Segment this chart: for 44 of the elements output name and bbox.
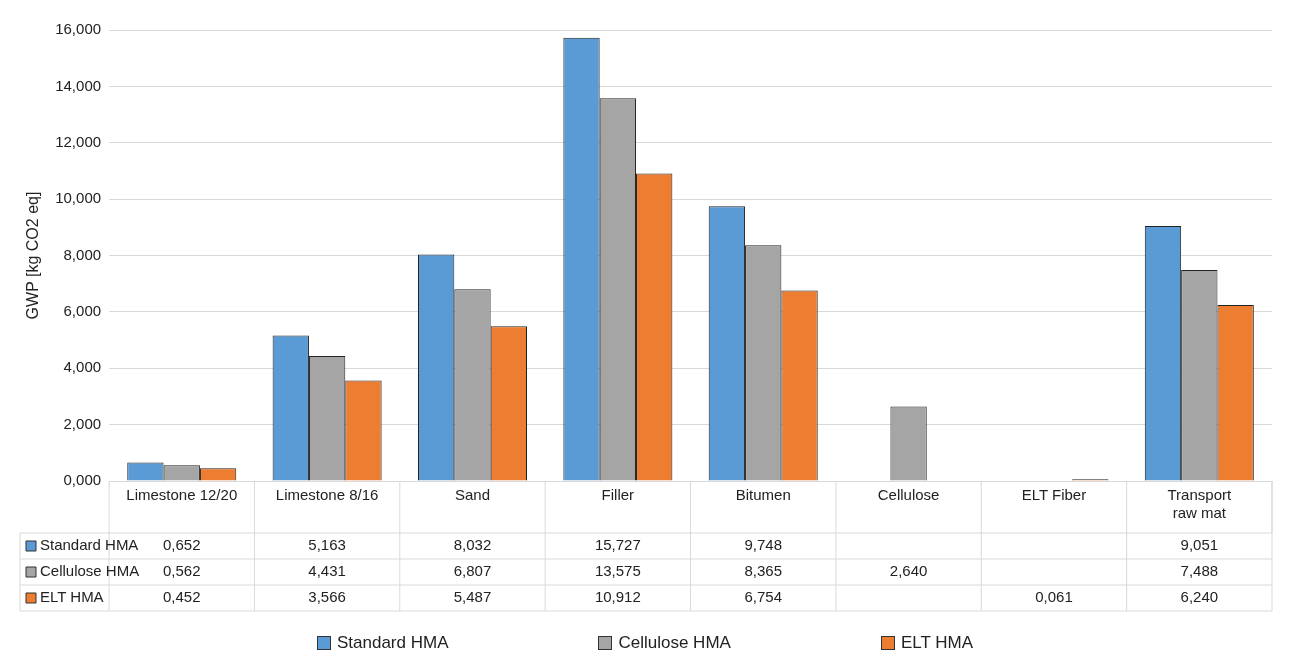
data-label: 9,051	[1180, 536, 1219, 554]
text: Cellulose HMA	[618, 633, 731, 652]
x-tick-label: Limestone 8/16	[275, 486, 379, 504]
data-label: 6,240	[1180, 588, 1219, 606]
x-tick-label: ELT Fiber	[1021, 486, 1087, 504]
data-label: 0,562	[162, 562, 201, 580]
text: ELT HMA	[900, 633, 974, 652]
data-label: 6,807	[453, 562, 492, 580]
legend-label: Cellulose HMA	[40, 562, 140, 580]
data-label: 8,032	[453, 536, 492, 554]
x-tick-label: Bitumen	[735, 486, 791, 504]
y-tick-label: 0,000	[63, 471, 102, 489]
y-tick-label: 14,000	[55, 76, 102, 94]
x-tick-label: Filler	[601, 486, 635, 504]
y-tick-label: 6,000	[63, 302, 102, 320]
data-label: 13,575	[594, 562, 641, 580]
data-label: 0,452	[162, 588, 201, 606]
data-label: 0,061	[1035, 588, 1073, 606]
data-label: 0,652	[162, 536, 201, 554]
data-label: 5,163	[308, 536, 346, 554]
x-tick-label: Limestone 12/20	[126, 486, 238, 504]
data-label: 7,488	[1180, 562, 1219, 580]
x-tick-label: Transport raw mat	[1167, 486, 1232, 522]
x-tick-label: Cellulose	[877, 486, 940, 504]
data-label: 2,640	[889, 562, 928, 580]
y-tick-label: 10,000	[55, 189, 102, 207]
data-label: 8,365	[744, 562, 782, 580]
legend-label: Standard HMA	[40, 536, 139, 554]
legend-label: ELT HMA	[40, 588, 104, 606]
data-label: 6,754	[744, 588, 782, 606]
text: Standard HMA	[336, 633, 449, 652]
data-label: 4,431	[308, 562, 346, 580]
y-tick-label: 12,000	[55, 132, 102, 150]
y-tick-label: 16,000	[55, 20, 102, 38]
data-label: 10,912	[594, 588, 641, 606]
x-tick-label: Sand	[454, 486, 491, 504]
data-label: 15,727	[594, 536, 641, 554]
data-label: 5,487	[453, 588, 492, 606]
data-label: 3,566	[308, 588, 346, 606]
y-axis-title: GWP [kg CO2 eq]	[24, 191, 42, 320]
y-tick-label: 8,000	[63, 245, 102, 263]
y-tick-label: 2,000	[63, 414, 102, 432]
data-label: 9,748	[744, 536, 782, 554]
y-tick-label: 4,000	[63, 358, 102, 376]
